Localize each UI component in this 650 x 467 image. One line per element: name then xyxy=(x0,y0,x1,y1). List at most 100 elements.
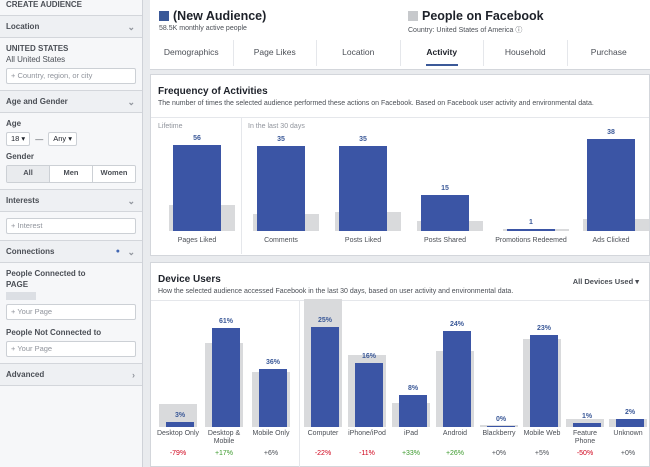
location-input[interactable]: + Country, region, or city xyxy=(6,68,136,84)
people-fb-name: People on Facebook xyxy=(422,9,544,23)
interests-body: + Interest xyxy=(0,212,142,241)
section-advanced-label: Advanced xyxy=(6,370,45,379)
not-connected-page-input[interactable]: + Your Page xyxy=(6,341,136,357)
audience-bar xyxy=(487,426,515,427)
chevron-down-icon[interactable]: ⌄ xyxy=(127,22,135,32)
tab-page-likes[interactable]: Page Likes xyxy=(234,40,317,66)
bar-value-label: 35 xyxy=(359,136,367,144)
people-fb-swatch xyxy=(408,11,418,21)
section-advanced[interactable]: Advanced › xyxy=(0,364,142,386)
audience-bar xyxy=(355,363,383,427)
delta-label: -79% xyxy=(169,450,187,457)
delta-label: +17% xyxy=(214,450,234,457)
category-label: Comments xyxy=(264,237,298,244)
category-label: Ads Clicked xyxy=(592,237,630,244)
delta-label: -22% xyxy=(314,450,332,457)
age-max-select[interactable]: Any ▾ xyxy=(48,132,77,146)
audience-bar xyxy=(421,194,469,231)
connections-body: People Connected to PAGE + Your Page Peo… xyxy=(0,263,142,364)
device-group-separator xyxy=(299,301,300,467)
audience-bar xyxy=(616,419,644,427)
tab-location[interactable]: Location xyxy=(317,40,401,66)
category-label: Unknown xyxy=(613,430,643,437)
all-devices-dropdown[interactable]: All Devices Used ▾ xyxy=(572,277,639,286)
delta-label: +33% xyxy=(401,450,421,457)
category-label: Posts Shared xyxy=(423,237,467,244)
connected-page-input[interactable]: + Your Page xyxy=(6,304,136,320)
audience-bar xyxy=(339,146,387,231)
people-on-facebook: People on Facebook Country: United State… xyxy=(408,9,544,35)
tab-activity[interactable]: Activity xyxy=(401,40,484,66)
audience-bar xyxy=(573,423,601,427)
audience-bar xyxy=(166,422,194,427)
tab-household[interactable]: Household xyxy=(484,40,568,66)
section-connections[interactable]: Connections ● ⌄ xyxy=(0,241,142,263)
bar-value-label: 2% xyxy=(624,409,636,416)
audience-bar xyxy=(311,327,339,427)
recent-caption: In the last 30 days xyxy=(248,123,305,130)
category-label: Mobile Web xyxy=(523,430,561,437)
devices-title: Device Users xyxy=(158,274,221,285)
gender-toggle: All Men Women xyxy=(6,165,136,183)
age-dash: — xyxy=(35,134,44,144)
section-age-gender[interactable]: Age and Gender ⌄ xyxy=(0,91,142,113)
chevron-right-icon[interactable]: › xyxy=(132,370,135,380)
location-country: UNITED STATES xyxy=(6,44,69,53)
bar-value-label: 24% xyxy=(449,321,464,328)
section-interests[interactable]: Interests ⌄ xyxy=(0,190,142,212)
audience-header: (New Audience) 58.5K monthly active peop… xyxy=(150,0,650,70)
devices-desc: How the selected audience accessed Faceb… xyxy=(158,288,514,295)
bar-value-label: 1 xyxy=(529,218,533,226)
delta-label: +26% xyxy=(445,450,465,457)
audience-bar xyxy=(587,139,635,231)
gender-men-button[interactable]: Men xyxy=(50,166,93,182)
section-location[interactable]: Location ⌄ xyxy=(0,16,142,38)
chevron-down-icon[interactable]: ⌄ xyxy=(127,247,135,257)
delta-label: +6% xyxy=(263,450,279,457)
audience-bar xyxy=(212,327,240,427)
category-label: Android xyxy=(442,430,468,437)
interest-input[interactable]: + Interest xyxy=(6,218,136,234)
section-interests-label: Interests xyxy=(6,196,40,205)
bar-value-label: 1% xyxy=(581,413,593,420)
delta-label: +0% xyxy=(491,450,507,457)
location-sub: All United States xyxy=(6,55,66,64)
category-label: Mobile Only xyxy=(252,430,290,437)
category-label: iPhone/iPod xyxy=(348,430,386,437)
devices-divider xyxy=(151,300,649,301)
category-label: Posts Liked xyxy=(344,237,382,244)
section-connections-label: Connections xyxy=(6,247,55,256)
tab-demographics[interactable]: Demographics xyxy=(150,40,234,66)
age-min-select[interactable]: 18 ▾ xyxy=(6,132,31,146)
audience-bar xyxy=(530,335,558,427)
gender-women-button[interactable]: Women xyxy=(93,166,135,182)
sidebar: CREATE AUDIENCE Location ⌄ UNITED STATES… xyxy=(0,0,143,467)
category-label: Feature Phone xyxy=(572,430,598,445)
bar-value-label: 0% xyxy=(495,416,507,423)
bar-value-label: 15 xyxy=(441,184,449,192)
chevron-down-icon[interactable]: ⌄ xyxy=(127,97,135,107)
new-audience: (New Audience) 58.5K monthly active peop… xyxy=(159,9,266,32)
bar-value-label: 16% xyxy=(361,353,376,360)
baseline-bar xyxy=(159,404,197,427)
frequency-divider xyxy=(151,117,649,118)
people-fb-meta: Country: United States of America ⓘ xyxy=(408,27,523,34)
new-audience-name: (New Audience) xyxy=(173,9,267,23)
bar-value-label: 23% xyxy=(536,325,551,332)
chevron-down-icon[interactable]: ⌄ xyxy=(127,196,135,206)
lifetime-caption: Lifetime xyxy=(158,123,183,130)
bar-value-label: 8% xyxy=(407,385,419,392)
bar-value-label: 36% xyxy=(265,358,280,366)
gear-icon[interactable]: ● xyxy=(115,248,120,255)
category-label: Computer xyxy=(307,430,339,437)
frequency-card: Frequency of Activities The number of ti… xyxy=(150,74,650,256)
gender-all-button[interactable]: All xyxy=(7,166,50,182)
category-label: Blackberry xyxy=(482,430,516,437)
delta-label: +5% xyxy=(534,450,550,457)
connected-page: PAGE xyxy=(6,280,29,289)
tab-purchase[interactable]: Purchase xyxy=(590,47,627,57)
delta-label: -11% xyxy=(359,450,375,457)
tab-bar: Demographics Page Likes Location Activit… xyxy=(150,40,650,66)
age-label: Age xyxy=(6,119,22,128)
connected-label: People Connected to xyxy=(6,269,86,278)
